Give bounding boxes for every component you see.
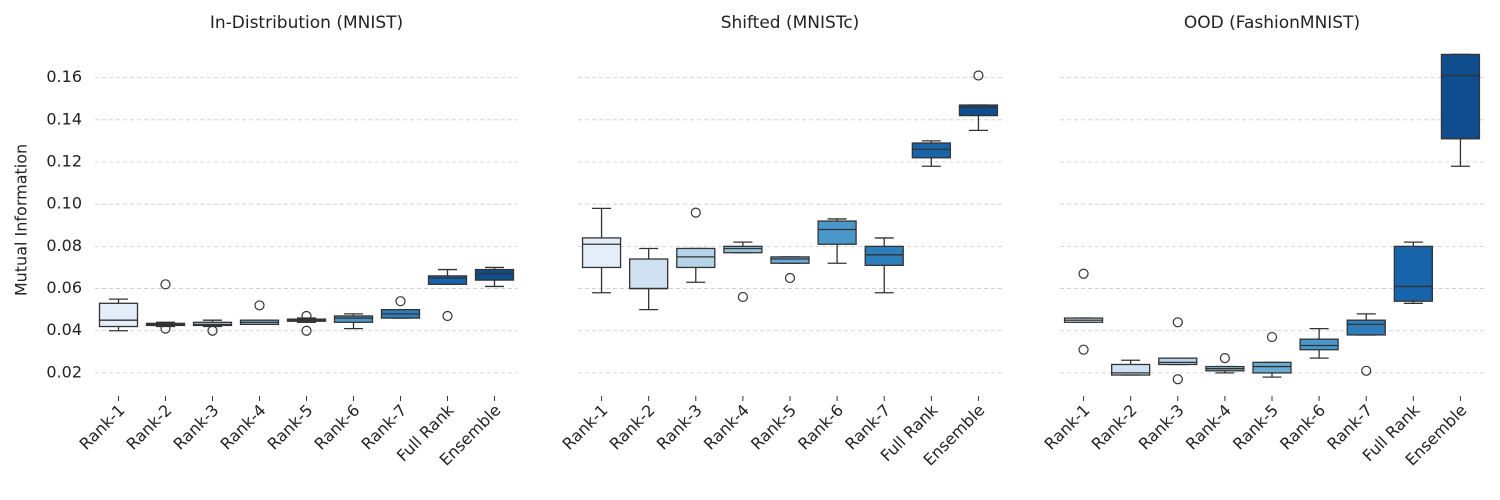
outlier <box>301 325 312 336</box>
box <box>1393 245 1433 302</box>
x-tick-label: Rank-5 <box>747 401 800 454</box>
y-tick-label: 0.04 <box>46 320 82 339</box>
x-tick-label: Rank-2 <box>606 401 659 454</box>
panel-title: OOD (FashionMNIST) <box>1184 13 1360 33</box>
x-tick-label: Rank-3 <box>1135 401 1188 454</box>
outlier <box>207 325 218 336</box>
outlier <box>442 310 453 322</box>
box <box>911 142 951 159</box>
box <box>98 302 139 328</box>
box <box>427 275 468 285</box>
y-tick-label: 0.06 <box>46 278 82 297</box>
x-tick-label: Rank-1 <box>1041 401 1094 454</box>
box <box>629 258 669 290</box>
outlier <box>973 70 984 81</box>
x-tick-label: Rank-1 <box>76 401 129 454</box>
outlier <box>1078 268 1089 279</box>
outlier <box>395 296 406 307</box>
x-tick-label: Rank-3 <box>170 401 223 454</box>
box <box>1346 319 1386 336</box>
outlier <box>690 207 701 218</box>
outlier <box>1172 317 1183 328</box>
x-tick-label: Rank-2 <box>1088 401 1141 454</box>
box <box>1299 338 1339 351</box>
outlier <box>160 279 171 290</box>
x-tick-label: Rank-2 <box>123 401 176 454</box>
box <box>864 245 904 266</box>
x-tick-label: Rank-5 <box>1229 401 1282 454</box>
outlier <box>160 323 171 334</box>
outlier <box>1266 331 1278 343</box>
x-tick-label: Rank-6 <box>1276 401 1329 454</box>
box <box>817 220 857 245</box>
box <box>1252 361 1292 374</box>
y-tick-label: 0.02 <box>46 362 82 381</box>
x-tick-label: Rank-6 <box>794 401 847 454</box>
panel-title: Shifted (MNISTc) <box>721 13 860 33</box>
box <box>958 104 999 117</box>
outlier <box>1219 353 1230 364</box>
y-tick-label: 0.14 <box>46 109 82 128</box>
box <box>333 315 374 323</box>
outlier <box>254 300 265 311</box>
x-tick-label: Rank-6 <box>311 401 364 454</box>
panel-title: In-Distribution (MNIST) <box>210 13 403 33</box>
box <box>1158 357 1198 366</box>
outlier <box>301 310 312 322</box>
y-tick-label: 0.16 <box>46 67 82 86</box>
box <box>581 237 622 269</box>
x-tick-label: Rank-3 <box>653 401 706 454</box>
outlier <box>737 291 748 303</box>
y-tick-label: 0.08 <box>46 236 82 255</box>
box <box>676 247 716 269</box>
box <box>1111 363 1151 376</box>
x-tick-label: Rank-5 <box>264 401 317 454</box>
x-tick-label: Rank-4 <box>217 401 270 454</box>
x-tick-label: Rank-4 <box>700 401 753 454</box>
y-axis-label: Mutual Information <box>12 144 31 296</box>
outlier <box>1361 365 1372 376</box>
outlier <box>1078 344 1089 355</box>
y-tick-label: 0.12 <box>46 152 82 171</box>
box <box>474 268 515 281</box>
y-tick-label: 0.10 <box>46 194 82 213</box>
outlier <box>1172 374 1183 385</box>
x-tick-label: Rank-1 <box>559 401 612 454</box>
box <box>723 245 763 254</box>
x-tick-label: Rank-4 <box>1182 401 1235 454</box>
box <box>770 256 810 264</box>
box <box>1440 53 1481 140</box>
outlier <box>784 272 796 284</box>
